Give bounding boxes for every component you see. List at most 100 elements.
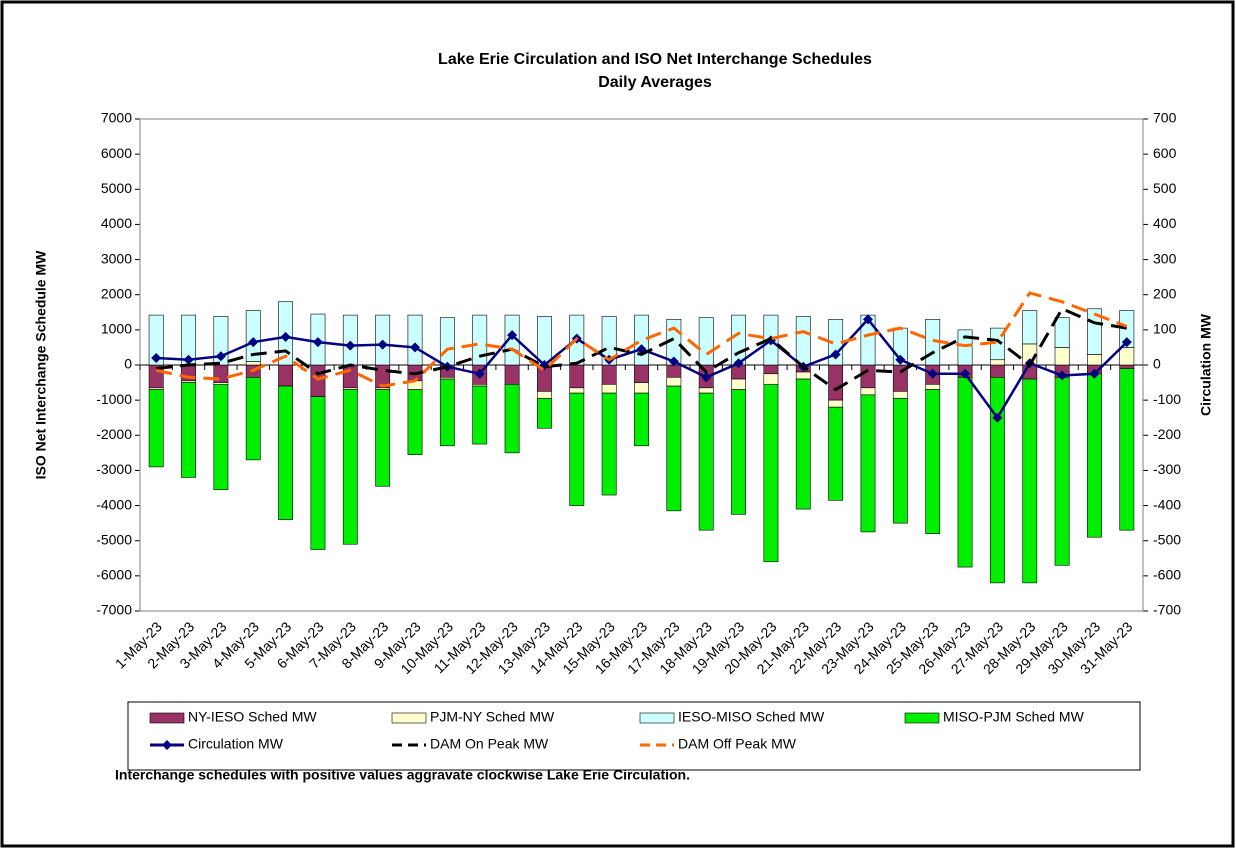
chart-subtitle: Daily Averages: [598, 74, 712, 91]
y2-tick-label: -300: [1153, 461, 1181, 477]
bar: [731, 378, 746, 390]
legend-label: MISO-PJM Sched MW: [943, 709, 1085, 725]
bar: [569, 364, 585, 389]
bar: [278, 385, 294, 520]
legend-box: [127, 701, 1141, 771]
bar: [537, 398, 552, 429]
bar: [666, 385, 682, 512]
y2-tick-label: 500: [1153, 180, 1177, 196]
marker: [280, 331, 291, 342]
marker: [992, 412, 1003, 423]
marker: [701, 372, 712, 383]
legend-swatch: [391, 712, 427, 724]
marker: [1057, 370, 1068, 381]
bar: [860, 387, 876, 396]
bar: [213, 316, 229, 366]
bar: [698, 317, 714, 366]
y-tick-label: 2000: [101, 285, 132, 301]
y-axis-label: ISO Net Interchange Schedule MW: [33, 250, 49, 479]
marker: [1089, 368, 1100, 379]
y-tick-label: -1000: [96, 391, 132, 407]
y2-tick-label: -400: [1153, 496, 1181, 512]
bar: [1054, 317, 1070, 348]
y2-tick-label: 200: [1153, 285, 1177, 301]
bar: [989, 359, 1005, 366]
marker: [312, 337, 323, 348]
y2-tick-label: 400: [1153, 215, 1177, 231]
bar: [1119, 368, 1135, 531]
y-tick-label: 5000: [101, 180, 132, 196]
bar: [860, 364, 876, 389]
bar: [342, 389, 358, 545]
bar: [310, 396, 326, 550]
bar: [537, 391, 552, 399]
bar: [1054, 347, 1070, 366]
bar: [601, 364, 617, 385]
bar: [828, 364, 844, 401]
bar: [245, 376, 261, 461]
legend-marker: [162, 740, 172, 750]
bar: [439, 378, 455, 447]
marker: [151, 352, 162, 363]
y2-tick-label: 700: [1153, 110, 1177, 126]
y2-tick-label: -200: [1153, 426, 1181, 442]
bar: [245, 310, 261, 362]
legend-swatch: [149, 712, 185, 724]
bar: [407, 314, 423, 366]
bar: [439, 317, 455, 366]
bar: [763, 364, 779, 375]
bar: [925, 384, 941, 390]
bar: [1119, 310, 1135, 348]
marker: [410, 342, 421, 353]
bar: [1119, 347, 1135, 366]
bar: [407, 389, 423, 455]
bar: [795, 371, 811, 380]
bar: [860, 394, 876, 533]
bar: [892, 391, 908, 399]
legend-label: DAM On Peak MW: [430, 736, 549, 752]
marker: [862, 314, 873, 325]
bar: [148, 314, 164, 366]
legend-label: DAM Off Peak MW: [678, 736, 797, 752]
y-tick-label: -2000: [96, 426, 132, 442]
marker: [474, 368, 485, 379]
bar: [601, 316, 617, 366]
bar: [601, 384, 617, 394]
bar: [634, 364, 649, 383]
legend-label: PJM-NY Sched MW: [430, 709, 555, 725]
y-tick-label: -4000: [96, 496, 132, 512]
y-tick-label: 0: [124, 356, 132, 372]
y-tick-label: -6000: [96, 567, 132, 583]
bar: [310, 364, 326, 397]
y-tick-label: -5000: [96, 531, 132, 547]
bar: [731, 389, 746, 515]
y2-tick-label: 0: [1153, 356, 1161, 372]
bar: [1022, 378, 1038, 584]
y2-tick-label: 300: [1153, 250, 1177, 266]
bar: [375, 389, 391, 487]
y2-tick-label: -700: [1153, 602, 1181, 618]
bar: [601, 392, 617, 496]
bar: [245, 361, 261, 366]
bar: [1054, 376, 1070, 566]
bar: [795, 316, 811, 366]
line: [156, 306, 1128, 392]
marker: [830, 349, 841, 360]
legend-label: Circulation MW: [188, 736, 284, 752]
bar: [989, 376, 1005, 584]
bar: [213, 384, 229, 491]
y-tick-label: -3000: [96, 461, 132, 477]
marker: [960, 368, 971, 379]
bar: [472, 385, 488, 445]
bar: [504, 384, 520, 454]
y-tick-label: 7000: [101, 110, 132, 126]
bar: [1087, 373, 1102, 538]
bar: [569, 387, 585, 394]
y2-axis-label: Circulation MW: [1198, 313, 1214, 416]
marker: [345, 340, 356, 351]
bar: [666, 376, 682, 387]
marker: [733, 358, 744, 369]
y2-tick-label: -100: [1153, 391, 1181, 407]
bar: [698, 392, 714, 531]
